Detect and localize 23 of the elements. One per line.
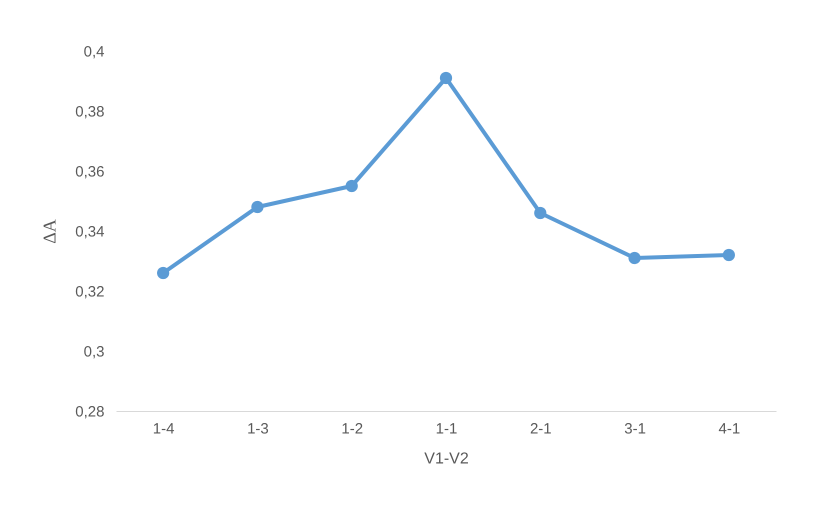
- point: [251, 200, 264, 214]
- x-tick-label: 1-1: [436, 420, 458, 438]
- y-tick-label: 0,32: [75, 284, 104, 300]
- y-axis-title: ΔA: [39, 219, 60, 244]
- x-tick-label: 3-1: [624, 420, 646, 438]
- x-tick-label: 2-1: [530, 420, 552, 438]
- point: [440, 72, 452, 84]
- x-tick-label: 4-1: [718, 420, 740, 438]
- x-tick-label: 1-4: [152, 420, 174, 438]
- point: [722, 248, 735, 262]
- point: [628, 252, 641, 264]
- point: [157, 266, 170, 280]
- x-axis-title: V1-V2: [424, 450, 469, 468]
- y-tick-label: 0,34: [75, 224, 104, 240]
- y-tick-label: 0,38: [75, 104, 104, 120]
- point: [534, 206, 546, 220]
- x-tick-label: 1-3: [247, 420, 269, 438]
- point: [346, 180, 358, 192]
- y-tick-label: 0,36: [75, 164, 104, 180]
- y-tick-label: 0,4: [84, 44, 104, 60]
- x-tick-label: 1-2: [341, 420, 364, 438]
- y-tick-label: 0,3: [84, 344, 104, 360]
- y-tick-label: 0,28: [75, 404, 104, 420]
